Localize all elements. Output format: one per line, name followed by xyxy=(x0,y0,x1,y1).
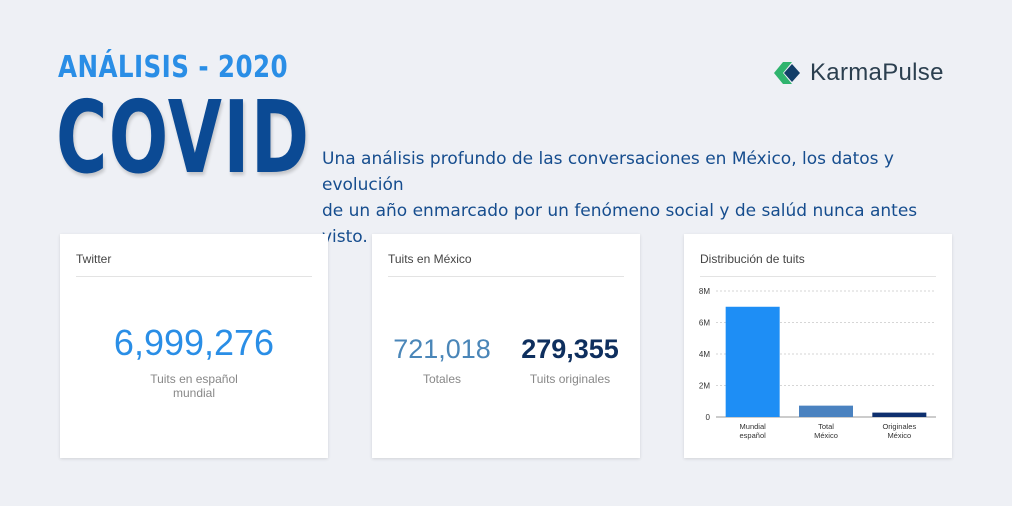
total-tweets-label: Totales xyxy=(422,372,462,386)
y-tick-label: 6M xyxy=(699,319,710,328)
bar-3 xyxy=(872,412,927,417)
card-title: Tuits en México xyxy=(388,252,472,266)
total-tweets-value: 721,018 xyxy=(393,334,491,364)
description-line-2: de un año enmarcado por un fenómeno soci… xyxy=(322,201,918,247)
card-divider xyxy=(700,276,936,277)
brand-logo: KarmaPulse xyxy=(770,58,944,88)
brand-name: KarmaPulse xyxy=(810,59,944,86)
description: Una análisis profundo de las conversacio… xyxy=(322,146,962,250)
y-tick-label: 8M xyxy=(699,287,710,296)
y-tick-label: 2M xyxy=(699,382,710,391)
karmapulse-logo-icon xyxy=(774,62,800,84)
hero-title: COVID xyxy=(56,79,311,196)
distribution-card: Distribución de tuits 0 2M 4M 6M 8M Mundial es… xyxy=(684,234,952,458)
original-tweets-value: 279,355 xyxy=(521,334,619,364)
bar-2 xyxy=(799,405,853,417)
y-tick-label: 4M xyxy=(699,350,710,359)
x-tick-label: Originales xyxy=(882,422,916,431)
world-tweets-caption: Tuits en español mundial xyxy=(150,372,238,400)
card-divider xyxy=(388,276,624,277)
mexico-card: Tuits en México 721,018 Totales 279,355 … xyxy=(372,234,640,458)
y-tick-label: 0 xyxy=(706,413,711,422)
x-tick-label: México xyxy=(814,431,838,440)
card-divider xyxy=(76,276,312,277)
card-title: Distribución de tuits xyxy=(700,252,805,266)
world-tweets-value: 6,999,276 xyxy=(113,322,275,363)
twitter-card: Twitter 6,999,276 Tuits en español mundi… xyxy=(60,234,328,458)
bar-1 xyxy=(725,306,780,417)
description-line-1: Una análisis profundo de las conversacio… xyxy=(322,149,894,195)
x-tick-label: español xyxy=(740,431,767,440)
distribution-chart: 02M4M6M8MMundialespañolTotalMéxicoOrigin… xyxy=(699,287,936,440)
x-tick-label: México xyxy=(887,431,911,440)
x-tick-label: Total xyxy=(818,422,834,431)
card-title: Twitter xyxy=(76,252,112,266)
x-tick-label: Mundial xyxy=(740,422,767,431)
kicker-title: ANÁLISIS - 2020 xyxy=(58,50,289,85)
original-tweets-label: Tuits originales xyxy=(529,372,611,386)
